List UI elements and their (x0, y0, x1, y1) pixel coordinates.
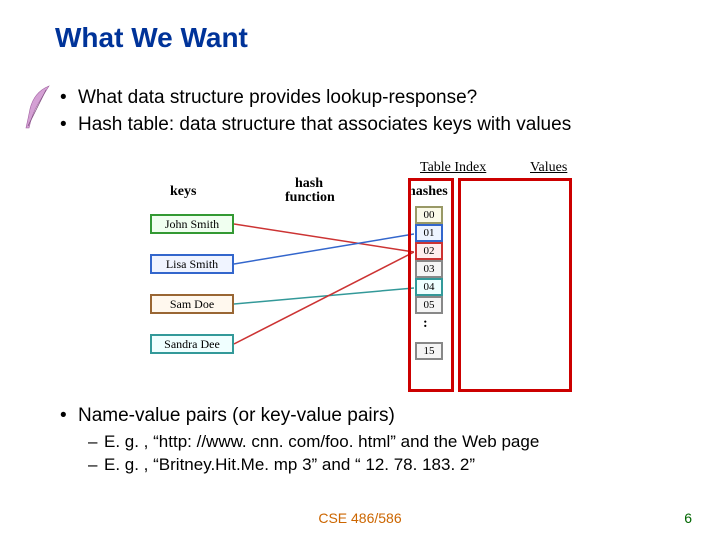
footer-text: CSE 486/586 (0, 510, 720, 526)
top-bullets: • What data structure provides lookup-re… (60, 86, 680, 139)
table-index-outline (408, 178, 454, 392)
bullet-text: Hash table: data structure that associat… (78, 113, 680, 138)
feather-icon (24, 84, 54, 129)
dash: – (88, 454, 104, 477)
values-label: Values (530, 160, 567, 176)
values-outline (458, 178, 572, 392)
bullet-3: • Name-value pairs (or key-value pairs) (60, 404, 680, 429)
bullet-dot: • (60, 86, 78, 111)
dash: – (88, 431, 104, 454)
table-index-label: Table Index (420, 160, 486, 176)
bullet-dot: • (60, 113, 78, 138)
bullet-1: • What data structure provides lookup-re… (60, 86, 680, 111)
sub-bullet-text: E. g. , “Britney.Hit.Me. mp 3” and “ 12.… (104, 454, 475, 477)
bullet-2: • Hash table: data structure that associ… (60, 113, 680, 138)
bullet-text: What data structure provides lookup-resp… (78, 86, 680, 111)
key-box: Lisa Smith (150, 254, 234, 274)
key-box: John Smith (150, 214, 234, 234)
hash-lines (234, 182, 414, 392)
slide-title: What We Want (55, 22, 248, 54)
page-number: 6 (684, 510, 692, 526)
key-box: Sandra Dee (150, 334, 234, 354)
keys-header: keys (170, 184, 196, 200)
key-box: Sam Doe (150, 294, 234, 314)
bottom-bullets: • Name-value pairs (or key-value pairs) … (60, 404, 680, 477)
sub-bullet-2: – E. g. , “Britney.Hit.Me. mp 3” and “ 1… (88, 454, 680, 477)
sub-bullet-1: – E. g. , “http: //www. cnn. com/foo. ht… (88, 431, 680, 454)
bullet-text: Name-value pairs (or key-value pairs) (78, 404, 680, 429)
bullet-dot: • (60, 404, 78, 429)
sub-bullet-text: E. g. , “http: //www. cnn. com/foo. html… (104, 431, 539, 454)
